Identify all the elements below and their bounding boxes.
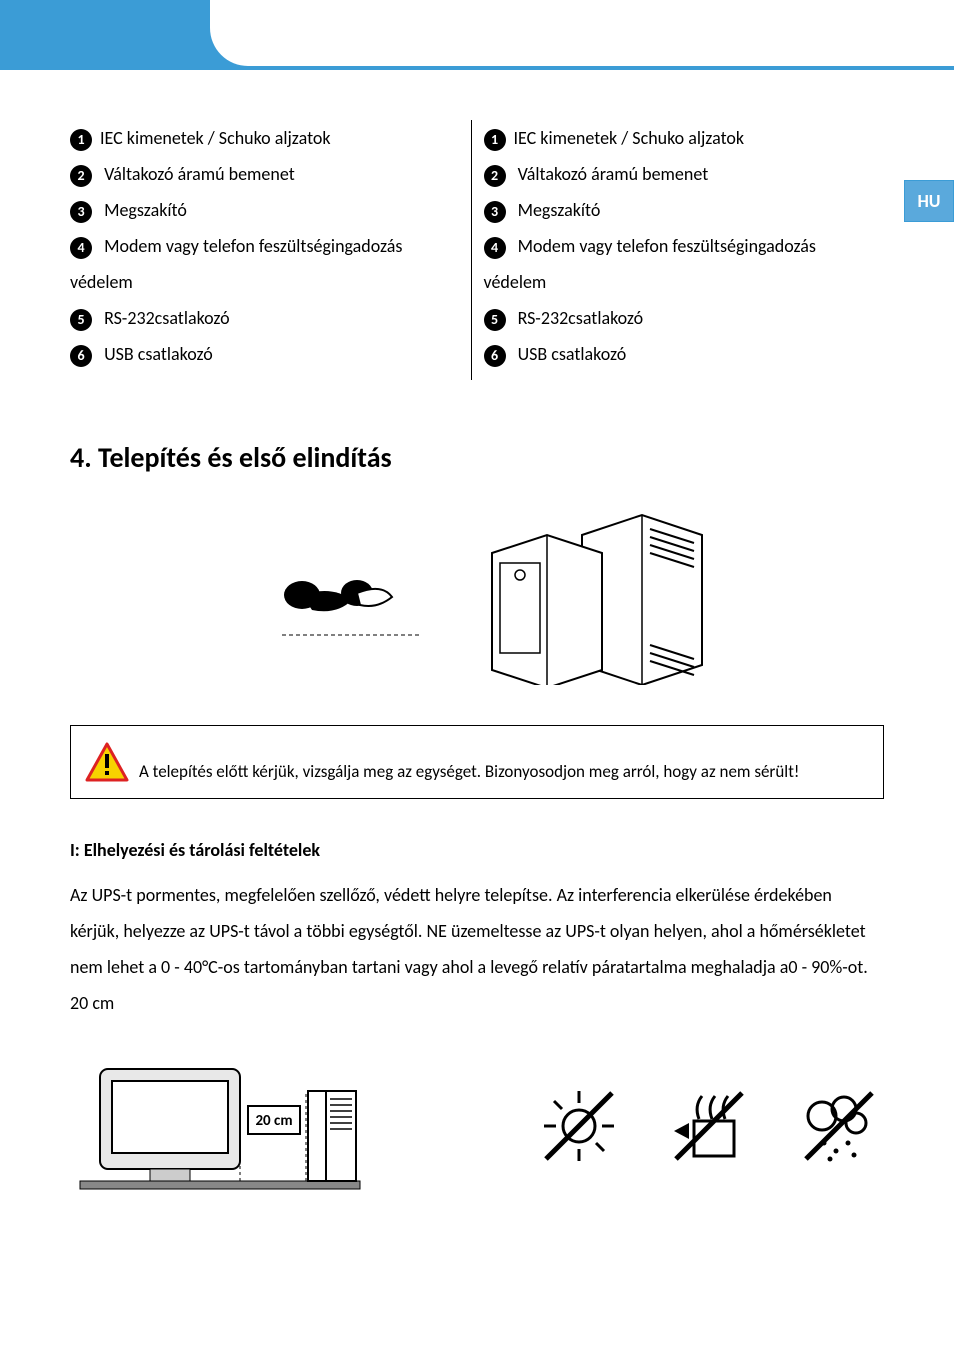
legend-item: 1 IEC kimenetek / Schuko aljzatok bbox=[484, 120, 865, 156]
legend-label: Váltakozó áramú bemenet bbox=[518, 163, 709, 185]
legend-item: 3 Megszakító bbox=[70, 192, 451, 228]
brand-logo-wrap: PowerWalker bbox=[686, 24, 914, 65]
legend-label: IEC kimenetek / Schuko aljzatok bbox=[514, 127, 745, 149]
legend-item: 1 IEC kimenetek / Schuko aljzatok bbox=[70, 120, 451, 156]
legend-item: 4 Modem vagy telefon feszültségingadozás bbox=[70, 228, 451, 264]
legend-item: 6 USB csatlakozó bbox=[484, 336, 865, 372]
legend-label: Megszakító bbox=[518, 199, 601, 221]
legend-label: USB csatlakozó bbox=[104, 343, 213, 365]
legend-label: Megszakító bbox=[104, 199, 187, 221]
distance-figure: 20 cm bbox=[70, 1051, 370, 1201]
legend-columns: 1 IEC kimenetek / Schuko aljzatok 2 Válta… bbox=[70, 120, 884, 380]
legend-label: RS-232csatlakozó bbox=[518, 307, 644, 329]
no-sun-icon bbox=[534, 1081, 624, 1171]
num-badge-4: 4 bbox=[70, 237, 92, 259]
no-heat-icon bbox=[664, 1081, 754, 1171]
legend-label: Modem vagy telefon feszültségingadozás bbox=[518, 235, 816, 257]
num-badge-1: 1 bbox=[484, 129, 506, 151]
body-paragraph: Az UPS-t pormentes, megfelelően szellőző… bbox=[70, 877, 884, 1021]
warning-box: A telepítés előtt kérjük, vizsgálja meg … bbox=[70, 725, 884, 799]
warning-text: A telepítés előtt kérjük, vizsgálja meg … bbox=[139, 761, 799, 782]
placement-figures: 20 cm bbox=[70, 1051, 884, 1201]
brand-name: PowerWalker bbox=[730, 24, 914, 65]
num-badge-4: 4 bbox=[484, 237, 506, 259]
subsection-heading: I: Elhelyezési és tárolási feltételek bbox=[70, 839, 884, 861]
legend-item: 6 USB csatlakozó bbox=[70, 336, 451, 372]
legend-item: 2 Váltakozó áramú bemenet bbox=[70, 156, 451, 192]
num-badge-1: 1 bbox=[70, 129, 92, 151]
column-divider bbox=[471, 120, 472, 380]
legend-item: 5 RS-232csatlakozó bbox=[484, 300, 865, 336]
legend-col-left: 1 IEC kimenetek / Schuko aljzatok 2 Válta… bbox=[70, 120, 471, 380]
num-badge-2: 2 bbox=[484, 165, 506, 187]
num-badge-5: 5 bbox=[70, 309, 92, 331]
legend-label: védelem bbox=[484, 271, 547, 293]
legend-item-cont: védelem bbox=[484, 264, 865, 300]
brand-symbol-icon bbox=[686, 26, 724, 64]
page-content: 1 IEC kimenetek / Schuko aljzatok 2 Válta… bbox=[70, 120, 884, 1201]
ups-device-icon bbox=[482, 505, 712, 685]
prohibition-icons bbox=[534, 1081, 884, 1171]
num-badge-5: 5 bbox=[484, 309, 506, 331]
num-badge-3: 3 bbox=[70, 201, 92, 223]
warning-icon bbox=[85, 742, 129, 782]
num-badge-6: 6 bbox=[70, 345, 92, 367]
legend-label: USB csatlakozó bbox=[518, 343, 627, 365]
header-band: PowerWalker bbox=[0, 0, 954, 70]
legend-item-cont: védelem bbox=[70, 264, 451, 300]
legend-item: 4 Modem vagy telefon feszültségingadozás bbox=[484, 228, 865, 264]
legend-item: 5 RS-232csatlakozó bbox=[70, 300, 451, 336]
unpack-icon bbox=[242, 565, 442, 685]
no-water-icon bbox=[794, 1081, 884, 1171]
legend-label: RS-232csatlakozó bbox=[104, 307, 230, 329]
num-badge-6: 6 bbox=[484, 345, 506, 367]
legend-item: 3 Megszakító bbox=[484, 192, 865, 228]
legend-label: védelem bbox=[70, 271, 133, 293]
distance-label: 20 cm bbox=[255, 1112, 292, 1130]
legend-label: Váltakozó áramú bemenet bbox=[104, 163, 295, 185]
num-badge-3: 3 bbox=[484, 201, 506, 223]
legend-col-right: 1 IEC kimenetek / Schuko aljzatok 2 Válta… bbox=[484, 120, 885, 380]
legend-item: 2 Váltakozó áramú bemenet bbox=[484, 156, 865, 192]
language-code: HU bbox=[917, 190, 940, 212]
num-badge-2: 2 bbox=[70, 165, 92, 187]
language-tab: HU bbox=[904, 180, 954, 222]
unpack-figure bbox=[70, 505, 884, 685]
legend-label: Modem vagy telefon feszültségingadozás bbox=[104, 235, 402, 257]
legend-label: IEC kimenetek / Schuko aljzatok bbox=[100, 127, 331, 149]
section-heading: 4. Telepítés és első elindítás bbox=[70, 440, 884, 475]
